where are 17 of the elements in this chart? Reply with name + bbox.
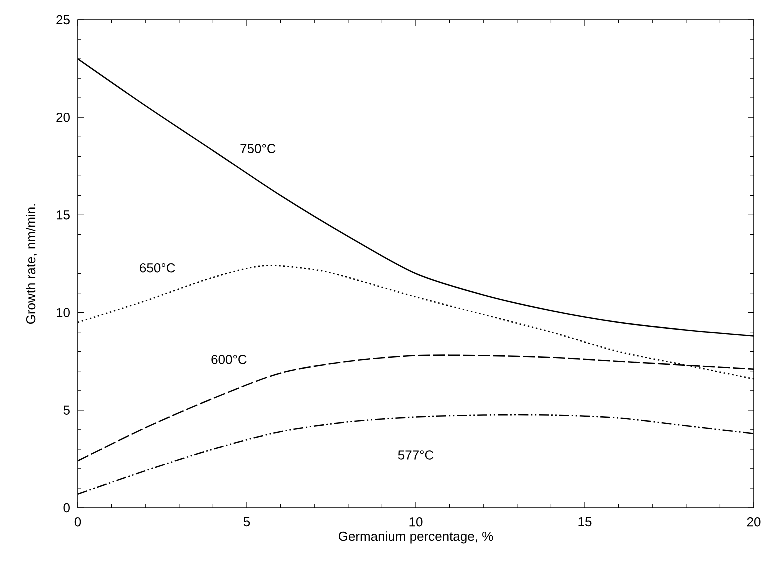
- y-tick-label: 5: [64, 406, 70, 415]
- y-tick-label: 10: [57, 308, 70, 318]
- y-axis-title: Growth rate, nm/min.: [26, 204, 38, 324]
- series-label: 750°C: [240, 144, 276, 154]
- y-tick-label: 25: [56, 15, 70, 25]
- x-tick-label: 10: [410, 518, 423, 527]
- x-axis-title: Germanium percentage, %: [338, 532, 494, 544]
- text: 577°C: [398, 450, 434, 460]
- series-label: 650°C: [140, 263, 176, 273]
- y-tick-label: 15: [57, 210, 70, 220]
- series-label: 600°C: [212, 355, 247, 364]
- y-tick-label: 20: [56, 113, 70, 122]
- x-tick-label: 15: [578, 518, 592, 527]
- x-tick-label: 5: [244, 518, 250, 527]
- x-tick-label: 20: [747, 518, 761, 527]
- y-tick-label: 0: [64, 503, 70, 513]
- x-tick-label: 0: [74, 518, 82, 527]
